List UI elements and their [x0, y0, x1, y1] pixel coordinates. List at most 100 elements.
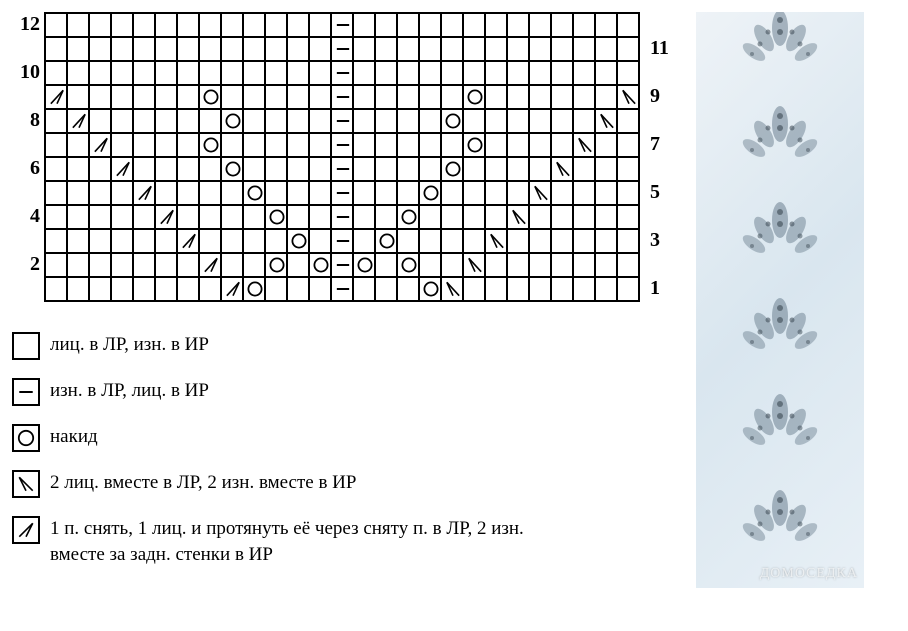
chart-cell	[332, 278, 354, 302]
row-number-left	[12, 36, 40, 60]
row-number-left: 6	[12, 156, 40, 180]
chart-cell	[596, 134, 618, 158]
chart-cell	[68, 206, 90, 230]
chart-cell	[508, 38, 530, 62]
legend-symbol	[12, 516, 40, 544]
chart-cell	[354, 182, 376, 206]
row-number-left	[12, 228, 40, 252]
legend-text: лиц. в ЛР, изн. в ИР	[50, 332, 209, 358]
chart-cell	[134, 230, 156, 254]
chart-cell	[156, 158, 178, 182]
chart-cell	[552, 38, 574, 62]
chart-cell	[398, 278, 420, 302]
chart-cell	[200, 38, 222, 62]
chart-cell	[354, 110, 376, 134]
chart-cell	[134, 278, 156, 302]
chart-cell	[112, 134, 134, 158]
chart-cell	[442, 206, 464, 230]
chart-cell	[376, 14, 398, 38]
legend-symbol	[12, 470, 40, 498]
chart-cell	[486, 278, 508, 302]
chart-cell	[464, 62, 486, 86]
chart-cell	[112, 62, 134, 86]
chart-cell	[332, 110, 354, 134]
chart-cell	[112, 254, 134, 278]
chart-cell	[508, 206, 530, 230]
chart-cell	[442, 134, 464, 158]
chart-cell	[354, 230, 376, 254]
chart-cell	[464, 254, 486, 278]
chart-cell	[222, 182, 244, 206]
chart-cell	[354, 254, 376, 278]
chart-cell	[222, 278, 244, 302]
chart-cell	[310, 182, 332, 206]
chart-cell	[156, 254, 178, 278]
chart-cell	[596, 206, 618, 230]
chart-cell	[398, 158, 420, 182]
chart-cell	[332, 158, 354, 182]
chart-cell	[420, 110, 442, 134]
chart-cell	[486, 158, 508, 182]
chart-cell	[508, 62, 530, 86]
chart-cell	[574, 38, 596, 62]
chart-cell	[46, 278, 68, 302]
chart-cell	[178, 86, 200, 110]
chart-cell	[508, 14, 530, 38]
chart-cell	[266, 182, 288, 206]
chart-cell	[420, 278, 442, 302]
chart-cell	[618, 206, 640, 230]
chart-cell	[134, 62, 156, 86]
chart-cell	[222, 206, 244, 230]
chart-cell	[332, 38, 354, 62]
chart-cell	[112, 14, 134, 38]
chart-cell	[464, 158, 486, 182]
leaf-motif	[730, 192, 830, 272]
chart-cell	[574, 62, 596, 86]
chart-cell	[266, 254, 288, 278]
chart-cell	[156, 134, 178, 158]
chart-cell	[552, 230, 574, 254]
chart-cell	[244, 278, 266, 302]
chart-cell	[530, 158, 552, 182]
chart-cell	[442, 182, 464, 206]
chart-cell	[310, 38, 332, 62]
chart-cell	[354, 86, 376, 110]
chart-cell	[134, 182, 156, 206]
chart-cell	[222, 158, 244, 182]
chart-cell	[398, 254, 420, 278]
chart-cell	[486, 86, 508, 110]
chart-cell	[244, 86, 266, 110]
chart-cell	[200, 110, 222, 134]
chart-cell	[464, 230, 486, 254]
chart-cell	[200, 182, 222, 206]
row-number-left: 2	[12, 252, 40, 276]
chart-cell	[244, 206, 266, 230]
chart-cell	[266, 134, 288, 158]
chart-cell	[442, 230, 464, 254]
chart-cell	[420, 38, 442, 62]
chart-cell	[530, 14, 552, 38]
chart-cell	[68, 86, 90, 110]
chart-cell	[178, 230, 200, 254]
chart-cell	[442, 158, 464, 182]
row-number-right: 7	[650, 132, 678, 156]
chart-cell	[178, 14, 200, 38]
row-number-left: 12	[12, 12, 40, 36]
chart-cell	[420, 158, 442, 182]
chart-cell	[156, 278, 178, 302]
chart-cell	[530, 86, 552, 110]
chart-cell	[310, 254, 332, 278]
chart-cell	[112, 110, 134, 134]
chart-cell	[310, 206, 332, 230]
chart-cell	[200, 230, 222, 254]
chart-cell	[574, 110, 596, 134]
chart-cell	[178, 158, 200, 182]
chart-cell	[596, 254, 618, 278]
chart-cell	[354, 158, 376, 182]
chart-cell	[266, 14, 288, 38]
chart-cell	[574, 158, 596, 182]
legend-text: 1 п. снять, 1 лиц. и протянуть её через …	[50, 516, 570, 567]
chart-cell	[618, 14, 640, 38]
chart-cell	[200, 206, 222, 230]
chart-cell	[310, 14, 332, 38]
